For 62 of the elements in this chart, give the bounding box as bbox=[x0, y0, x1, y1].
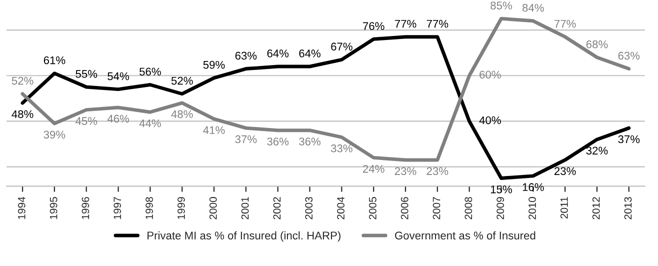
data-label: 63% bbox=[618, 52, 640, 60]
data-label: 60% bbox=[480, 70, 501, 79]
data-label: 44% bbox=[139, 119, 161, 128]
x-tick-label: 1999 bbox=[178, 197, 185, 219]
data-label: 77% bbox=[426, 20, 448, 28]
data-label: 39% bbox=[44, 130, 66, 139]
data-label: 68% bbox=[586, 40, 608, 48]
data-label: 36% bbox=[267, 138, 289, 146]
data-label: 37% bbox=[618, 135, 640, 144]
x-tick-label: 1997 bbox=[114, 197, 122, 219]
x-tick-label: 2009 bbox=[496, 197, 504, 220]
data-label: 77% bbox=[554, 20, 576, 28]
data-label: 64% bbox=[267, 49, 289, 58]
x-tick-label: 2006 bbox=[400, 197, 408, 220]
x-tick-label: 2003 bbox=[305, 197, 313, 220]
x-tick-label: 2002 bbox=[273, 197, 281, 220]
legend-label: Private MI as % of Insured (incl. HARP) bbox=[148, 231, 340, 242]
x-tick-label: 2007 bbox=[432, 197, 440, 220]
data-label: 37% bbox=[235, 135, 257, 144]
x-tick-label: 2004 bbox=[337, 196, 344, 220]
data-label: 59% bbox=[203, 60, 225, 69]
data-label: 52% bbox=[12, 76, 34, 85]
data-label: 24% bbox=[363, 164, 384, 173]
data-label: 63% bbox=[235, 52, 257, 60]
x-tick-label: 2012 bbox=[592, 197, 600, 220]
x-tick-label: 2010 bbox=[528, 197, 536, 220]
data-label: 64% bbox=[299, 49, 320, 58]
data-label: 23% bbox=[554, 167, 576, 176]
data-label: 36% bbox=[299, 138, 320, 146]
data-label: 41% bbox=[203, 126, 225, 134]
data-label: 54% bbox=[108, 72, 129, 80]
data-label: 85% bbox=[490, 2, 512, 10]
x-tick-label: 2011 bbox=[560, 197, 568, 218]
data-label: 15% bbox=[490, 186, 512, 194]
data-label: 40% bbox=[479, 116, 501, 124]
data-label: 84% bbox=[522, 4, 544, 12]
x-tick-label: 2001 bbox=[241, 197, 249, 220]
data-label: 48% bbox=[171, 110, 193, 118]
data-label: 45% bbox=[76, 117, 98, 125]
x-tick-label: 1994 bbox=[18, 196, 26, 219]
x-tick-label: 2000 bbox=[209, 197, 217, 220]
data-label: 55% bbox=[76, 70, 98, 78]
x-tick-label: 2008 bbox=[464, 197, 472, 220]
data-label: 76% bbox=[363, 22, 384, 30]
x-tick-label: 2005 bbox=[369, 197, 376, 220]
data-label: 46% bbox=[107, 114, 129, 123]
data-label: 61% bbox=[44, 56, 66, 64]
x-tick-label: 1996 bbox=[82, 197, 90, 219]
x-tick-label: 1995 bbox=[50, 197, 58, 219]
x-tick-label: 2013 bbox=[624, 197, 632, 220]
data-label: 52% bbox=[171, 76, 193, 85]
data-label: 33% bbox=[330, 144, 352, 152]
data-label: 23% bbox=[426, 167, 448, 176]
data-label: 23% bbox=[394, 167, 416, 176]
legend-label: Government as % of Insured bbox=[395, 231, 536, 240]
data-label: 77% bbox=[394, 20, 416, 28]
data-label: 16% bbox=[522, 183, 544, 192]
data-label: 48% bbox=[12, 110, 34, 118]
data-label: 32% bbox=[586, 146, 608, 155]
data-label: 67% bbox=[331, 42, 352, 51]
x-tick-label: 1998 bbox=[146, 197, 153, 219]
data-label: 56% bbox=[140, 68, 161, 76]
